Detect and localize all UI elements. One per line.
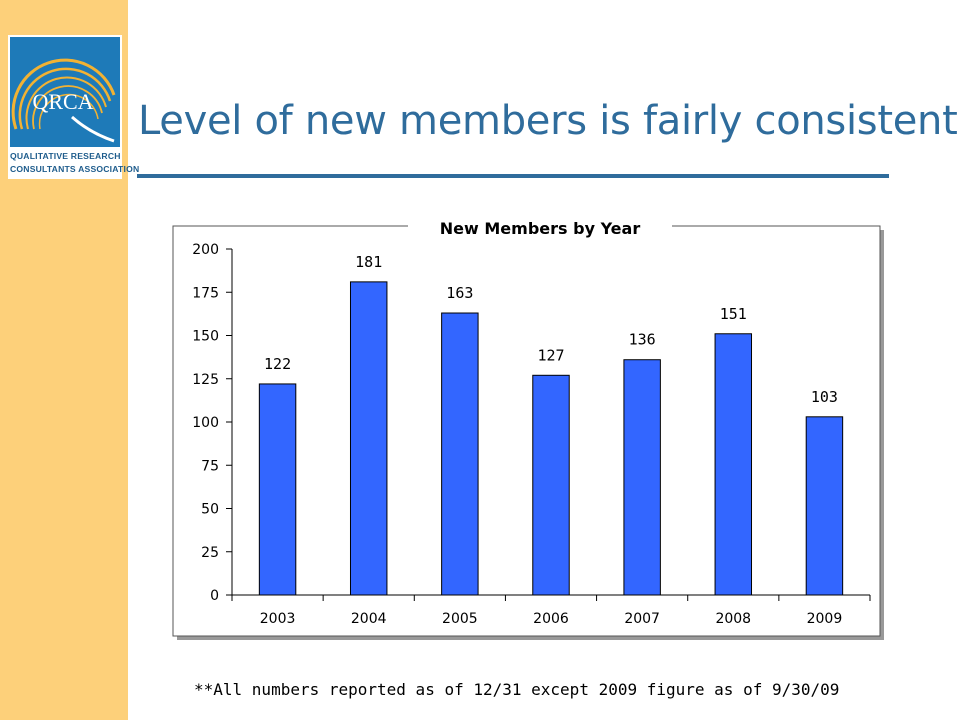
x-tick-label-2009: 2009 <box>807 611 843 627</box>
x-tick-label-2004: 2004 <box>351 611 387 627</box>
y-tick-label: 175 <box>192 285 219 301</box>
y-tick-label: 125 <box>192 372 219 388</box>
x-tick-label-2006: 2006 <box>533 611 569 627</box>
chart-title: New Members by Year <box>440 219 641 238</box>
bar-2003 <box>258 383 297 596</box>
data-label-2003: 122 <box>264 355 291 373</box>
y-tick-label: 100 <box>192 415 219 431</box>
qrca-logo-graphic: QRCA <box>10 37 120 147</box>
y-tick-label: 200 <box>192 242 219 258</box>
bar-2006 <box>532 374 570 596</box>
title-rule <box>137 174 889 178</box>
y-tick-label: 50 <box>201 502 219 518</box>
x-tick-label-2005: 2005 <box>442 611 478 627</box>
bar-2007 <box>623 359 661 596</box>
qrca-logo-mark-text: QRCA <box>32 89 93 114</box>
bar-2008 <box>714 333 753 596</box>
data-label-2004: 181 <box>355 253 382 271</box>
bar-2009 <box>805 416 844 596</box>
bar-2005 <box>441 312 479 596</box>
data-label-2009: 103 <box>811 388 838 406</box>
x-tick-label-2008: 2008 <box>715 611 751 627</box>
qrca-logo-mark: QRCA <box>10 37 120 147</box>
y-tick-label: 0 <box>210 588 219 604</box>
logo-line-2: CONSULTANTS ASSOCIATION <box>10 164 140 174</box>
y-tick-label: 150 <box>192 329 219 345</box>
footnote: **All numbers reported as of 12/31 excep… <box>194 680 840 699</box>
logo-line-1: QUALITATIVE RESEARCH <box>10 151 121 161</box>
data-label-2006: 127 <box>537 346 564 364</box>
chart-title-backdrop <box>408 214 672 240</box>
x-tick-label-2003: 2003 <box>260 611 296 627</box>
plot-area: 0 25 50 75 100 125 150 175 200 122 2003 181 2004 163 2… <box>192 242 871 627</box>
page-title: Level of new members is fairly consisten… <box>138 98 958 144</box>
x-tick-label-2007: 2007 <box>624 611 660 627</box>
y-tick-label: 75 <box>201 458 219 474</box>
y-tick-label: 25 <box>201 545 219 561</box>
data-label-2008: 151 <box>720 305 747 323</box>
data-label-2005: 163 <box>446 284 473 302</box>
bar-2004 <box>349 281 388 596</box>
qrca-logo: QRCA QUALITATIVE RESEARCH CONSULTANTS AS… <box>8 35 140 179</box>
data-label-2007: 136 <box>629 331 656 349</box>
